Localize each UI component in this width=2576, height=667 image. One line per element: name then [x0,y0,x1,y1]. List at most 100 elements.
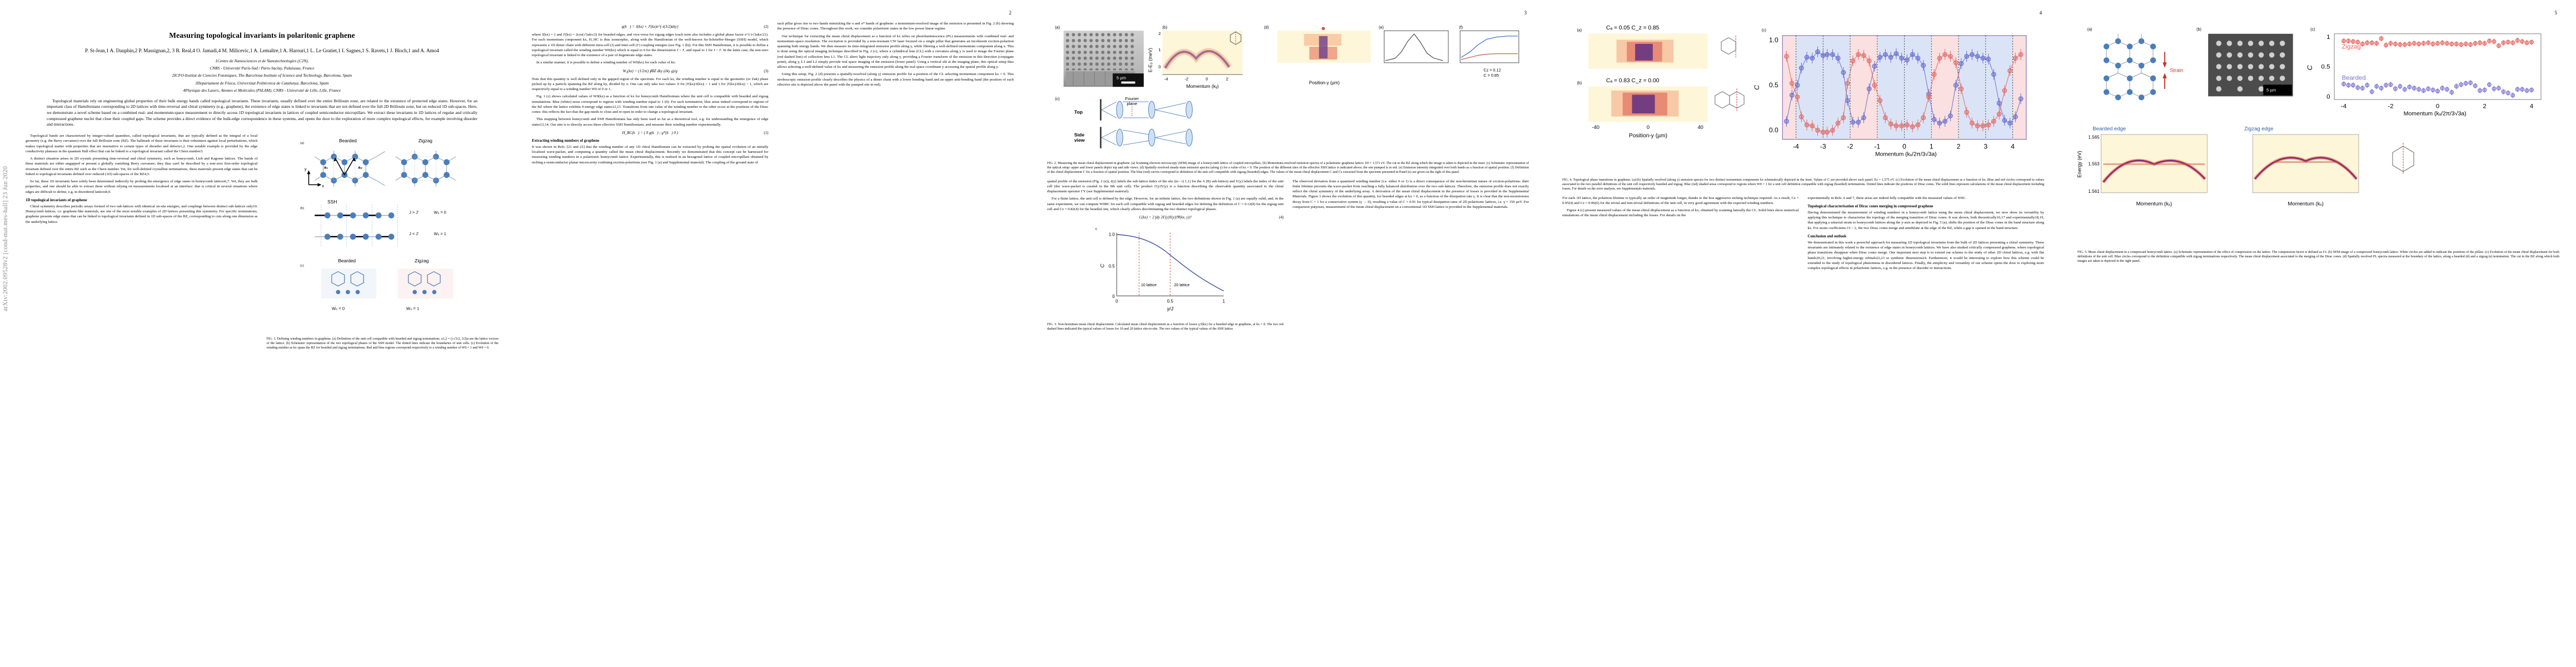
svg-text:-3: -3 [1820,142,1826,150]
svg-text:1: 1 [1158,47,1160,52]
p2b-paragraph-2: each pillar gives rise to two bands mimi… [777,22,1014,31]
fig1-panel-c-label: (c) [300,264,304,267]
page3-column-right: The observed deviation from a quantized … [1293,179,1529,336]
fig2-c-value-1: C = 0.85 [1483,73,1498,78]
svg-text:1.563: 1.563 [2088,161,2100,166]
page-number-5: 5 [2554,10,2558,16]
fig5-energy-ticks-d: 1.565 1.563 1.561 [2088,135,2100,194]
fig1-c-zigzag-graphic [397,268,453,298]
figure-5: (a) [2077,20,2559,264]
fig1-c-w0-left: W₀ = 0 [331,306,344,311]
section-1-paragraph-1: Chiral symmetry describes periodic array… [26,204,258,224]
p4-conclusion: We demonstrated in this work a powerful … [1807,240,2045,271]
fig2-panel-d-label: (d) [1264,24,1269,29]
fig3-panel-label: c [1095,227,1098,231]
p3-paragraph-3: The observed deviation from a quantized … [1292,179,1529,209]
svg-text:-2: -2 [1184,77,1188,82]
svg-text:0: 0 [1205,77,1208,82]
equation-3: W₀(kx) = (1/2πi) ∮BZ dky (∂ky g)/g (3) [622,68,769,73]
svg-text:0: 0 [2326,93,2330,100]
figure-3: c 1.0 0.5 0 0 0.5 1 γ/J C [1047,223,1284,331]
intro-paragraph-2: A distinct situation arises in 2D crysta… [26,157,258,176]
fig2-band-plot: -4 -2 0 2 2 1 0 Momentum (kᵧ) [1158,31,1243,89]
svg-text:-4: -4 [2341,103,2347,109]
fig1-c-w0-right: W₀ = 1 [406,306,418,311]
fig1-panel-b-label: (b) [300,207,304,210]
fig4-xticks-ab: -40 0 40 [1592,125,1703,130]
fig5-sub-e-label: Zigzag edge [2244,126,2273,132]
fig4-scatter-plot: 0.0 0.5 1.0 -4 -3 -2 -1 0 1 2 3 4 [1769,35,2027,150]
svg-text:-40: -40 [1592,125,1599,130]
intro-paragraph-1: Topological bands are characterized by i… [26,134,258,153]
fig5-panel-a-label: (a) [2087,27,2092,32]
fig3-annotation-1: 10 lattice [1141,283,1157,287]
page2-column-right: each pillar gives rise to two bands mimi… [778,21,1014,167]
section-heading-conclusion: Conclusion and outlook [1807,234,1847,238]
page4-column-right: experimentally in Refs. 6 and 7, these a… [1808,196,2045,273]
svg-text:40: 40 [1698,125,1703,130]
svg-text:0.0: 0.0 [1769,126,1778,134]
page-5: 5 (a) [2061,0,2576,667]
fig5-sem-image: 5 µm [2208,33,2293,97]
fig4-panel-a-label: (a) [1577,29,1582,33]
svg-text:4: 4 [2530,103,2534,109]
svg-text:2: 2 [2483,103,2486,109]
affiliation-1: 1Centre de Nanosciences et de Nanotechno… [215,58,309,64]
fig2-setup-top-label: Top [1074,109,1083,115]
fig3-yticks: 1.0 0.5 0 [1109,232,1115,299]
page4-column-left: For each 1D lattice, the polariton lifet… [1562,196,1799,273]
svg-text:1: 1 [1223,299,1225,304]
figure-2-caption: FIG. 2. Measuring the mean chiral displa… [1047,162,1529,175]
fig5-strained-lattice: Strain [2103,33,2183,101]
svg-text:1.561: 1.561 [2088,189,2100,194]
fig1-lattice-vectors: a₁ a₂ [324,157,362,176]
fig1-ssh-chain-2 [314,233,394,240]
fig2-xlabel-d: Position-y (µm) [1309,80,1339,85]
fig1-axis-y-label: y [304,166,306,171]
fig4-panel-b-label: (b) [1577,82,1582,86]
fig4-xlabel-ab: Position-y (µm) [1629,133,1667,139]
fig1-c-bearded-label: Bearded [338,258,356,263]
svg-text:1: 1 [2326,34,2330,41]
fig2-optical-setup: Fourier plane [1100,96,1193,148]
section-heading-1d-invariants: 1D topological invariants of graphene [26,198,87,202]
fig1-bearded-label: Bearded [339,138,357,143]
fig2-fourier-label: Fourier [1125,96,1139,101]
p2-paragraph-2: In a similar manner, it is possible to d… [536,61,676,65]
fig2-cz-value-1: Cz = 0.12 [1483,67,1501,72]
fig5-panel-c-label: (c) [2310,27,2315,32]
svg-text:-2: -2 [2388,103,2393,109]
fig4-c-values-2: Cₐ = 0.83 C_z = 0.00 [1606,78,1660,84]
fig5-legend-bearded: Bearded [2341,75,2365,82]
svg-text:-4: -4 [1793,142,1799,150]
fig1-c-bearded-graphic [321,268,376,298]
p2b-paragraph-3: Our technique for extracting the mean ch… [777,34,1014,69]
fig1-zigzag-label: Zigzag [418,138,432,143]
svg-text:1.0: 1.0 [1769,36,1778,44]
page1-column-right: (a) Bearded Zigzag [267,133,499,355]
fig4-map-b [1588,86,1708,122]
svg-text:2: 2 [1957,142,1961,150]
fig2-setup-side-label: Side [1074,132,1084,138]
p4-paragraph-3: experimentally in Refs. 6 and 7, these a… [1807,196,1967,200]
svg-text:0: 0 [2436,103,2439,109]
arxiv-stamp: arXiv:2002.09528v2 [cond-mat.mes-hall] 2… [2,166,9,311]
fig1-ssh-chain-1 [314,212,394,218]
fig4-xlabel-c: Momentum (kₓ/2π/3√3a) [1875,151,1937,158]
fig2-panel-b-label: (b) [1163,24,1168,29]
page-1: arXiv:2002.09528v2 [cond-mat.mes-hall] 2… [0,0,515,667]
fig3-dashed-markers [1139,232,1170,296]
svg-text:0: 0 [1647,125,1650,130]
abstract: Topological materials rely on engineerin… [47,98,477,127]
fig2-panel-a-label: (a) [1055,24,1060,29]
fig1-ssh-w0-1: W₀ = 0 [434,210,446,215]
page3-column-left: spatial profile of the emission (Fig. 2 … [1047,179,1284,336]
svg-text:1.0: 1.0 [1109,232,1115,237]
figure-2: (a) [1047,20,1529,175]
fig3-xticks: 0 0.5 1 [1115,299,1225,304]
page2-column-left: g(k⃗) = J(kx) + J'(kx)e^{-i(3/2)aky} (2) … [532,21,769,167]
svg-text:1: 1 [1930,142,1934,150]
p4-paragraph-1: For each 1D lattice, the polariton lifet… [1562,196,1799,205]
fig5-ylabel-c: C [2306,65,2314,70]
fig2-scalebar-label: 5 µm [1117,76,1126,81]
